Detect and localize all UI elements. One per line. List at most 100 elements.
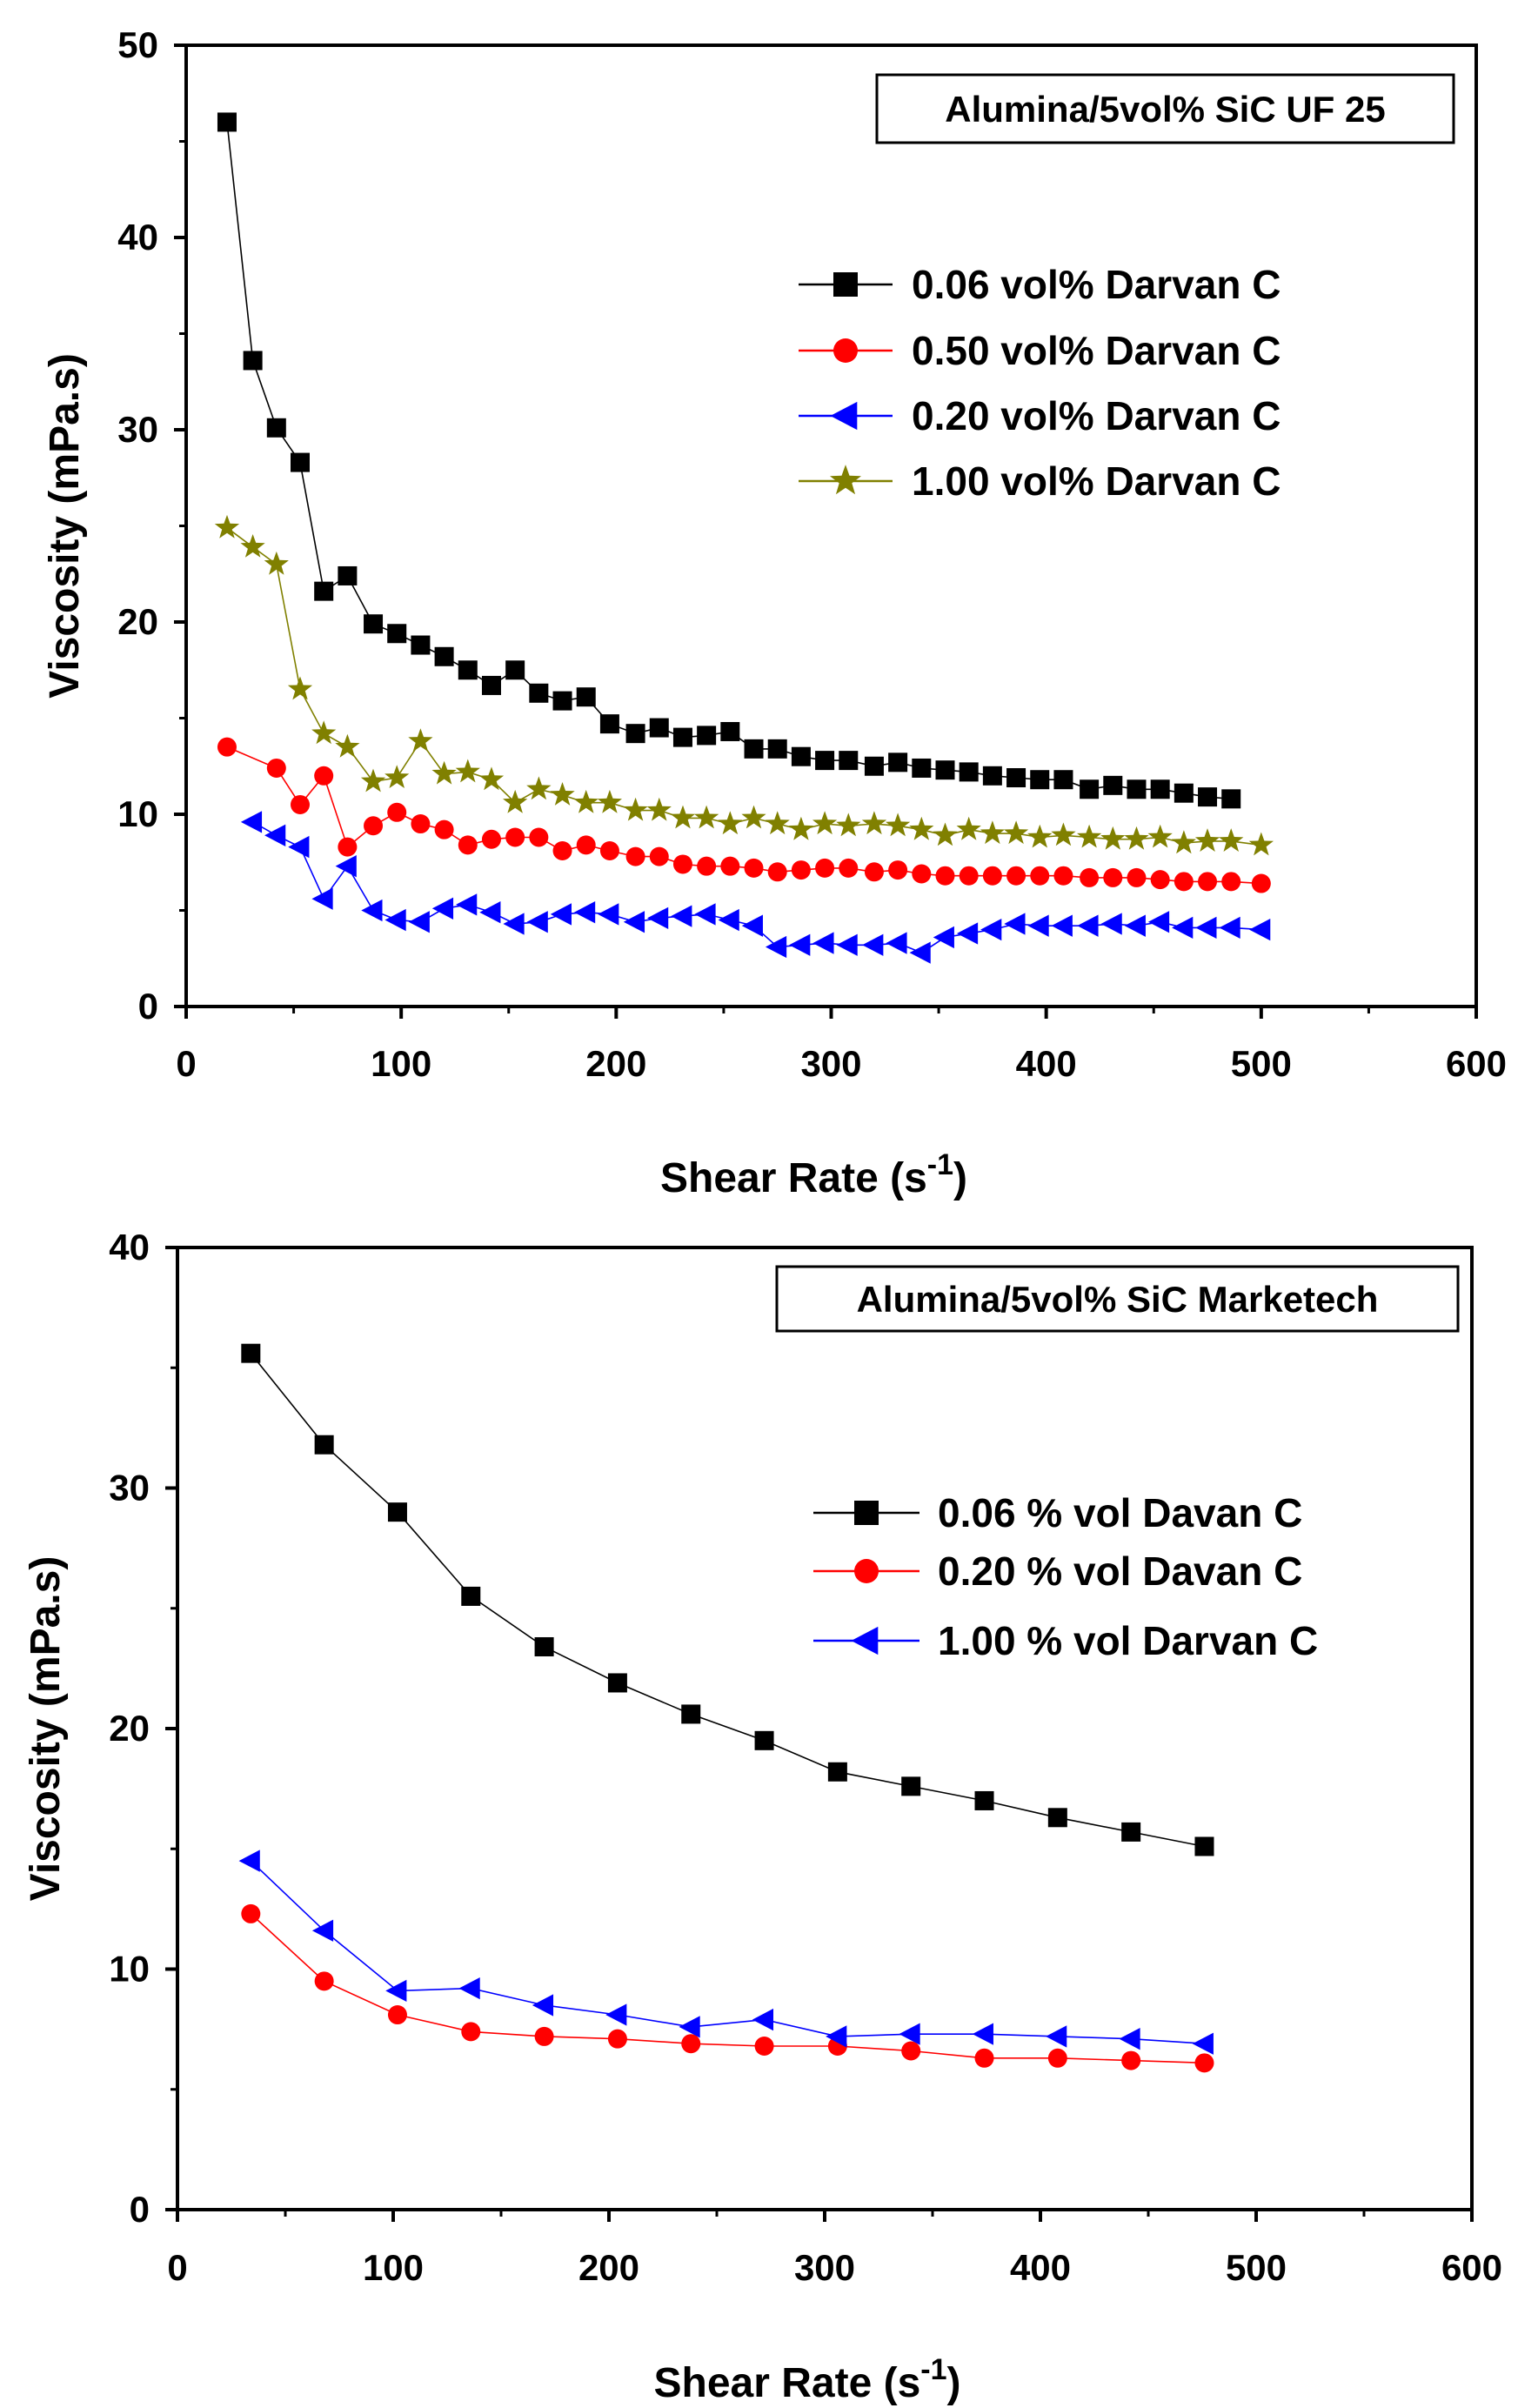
top-legend-label: 0.50 vol% Darvan C [912,328,1281,373]
top-data-point [694,805,719,829]
bottom-data-point [605,2003,627,2026]
bottom-chart-title: Alumina/5vol% SiC Marketech [857,1279,1379,1320]
top-series-line [226,527,1261,846]
top-data-point [360,768,386,793]
top-data-point [264,551,289,575]
top-data-point [912,864,932,884]
bottom-series-line [250,1913,1205,2064]
top-data-point [862,933,884,956]
top-x-tick-label: 0 [176,1043,196,1084]
top-data-point [812,811,838,835]
bottom-data-point [461,2022,481,2042]
bottom-data-point [458,1977,480,2000]
top-data-point [1219,916,1240,940]
top-x-tick-label: 400 [1016,1043,1077,1084]
bottom-data-point [314,1971,334,1991]
bottom-data-point [387,2005,407,2025]
bottom-data-point [679,2016,700,2038]
top-data-point [387,802,407,822]
bottom-data-point [1119,2028,1140,2050]
top-data-point [815,858,835,878]
top-data-point [311,887,333,910]
bottom-x-tick-label: 300 [794,2247,855,2288]
top-x-tick-label: 500 [1231,1043,1292,1084]
top-data-point [479,901,501,924]
bottom-series-line [250,1860,1205,2044]
top-data-point [1077,824,1102,848]
top-series-2 [217,737,1271,893]
top-data-point [1080,867,1100,887]
top-data-point [623,911,645,933]
top-data-point [959,762,979,782]
top-data-point [933,822,958,846]
top-data-point [1198,872,1218,892]
top-series-4 [214,514,1274,856]
bottom-data-point [681,1704,701,1724]
top-data-point [935,760,955,780]
top-data-point [956,816,981,840]
bottom-y-tick-label: 30 [109,1468,150,1508]
top-legend-label: 0.20 vol% Darvan C [912,393,1281,438]
top-data-point [384,765,410,788]
bottom-title-box [775,1265,1460,1333]
top-data-point [478,766,505,791]
top-data-point [623,797,648,821]
bottom-data-point [974,1790,994,1810]
top-data-point [1077,914,1099,937]
top-data-point [287,676,313,700]
bottom-data-point [974,2048,994,2068]
top-data-point [1124,826,1149,850]
top-data-point [529,683,549,703]
bottom-x-axis-title: Shear Rate (s-1) [653,2353,960,2406]
top-data-point [1006,866,1026,886]
top-data-point [980,918,1002,941]
top-data-point [1080,779,1100,799]
bottom-legend-marker [851,1626,879,1656]
bottom-chart: 0 100 200 300 400 500 600 0 10 20 30 40 Shear Rate (… [23,1227,1502,2406]
top-data-point [1150,779,1170,799]
top-data-point [1053,770,1073,790]
top-data-point [1194,828,1220,852]
top-data-point [720,721,740,741]
top-data-point [741,805,766,829]
top-legend-marker [830,465,861,495]
top-data-point [718,908,739,932]
top-data-point [266,758,286,778]
top-data-point [384,908,406,932]
top-data-point [1150,870,1170,890]
bottom-x-tick-label: 600 [1441,2247,1502,2288]
top-data-point [598,903,619,926]
top-data-point [290,794,310,814]
top-data-point [552,840,572,860]
top-legend-item: 1.00 vol% Darvan C [799,458,1281,504]
bottom-data-point [752,2008,774,2031]
top-data-point [886,932,907,954]
top-data-point [411,635,431,655]
top-data-point [505,660,525,680]
top-data-point [597,789,622,813]
top-data-point [264,824,286,846]
top-data-point [311,720,337,745]
top-data-point [909,941,931,964]
top-y-tick-label: 0 [138,986,158,1027]
top-data-point [408,728,433,752]
top-data-point [411,814,431,834]
top-data-point [1248,832,1274,856]
top-data-point [1051,822,1076,846]
bottom-x-tick-label: 200 [578,2247,639,2288]
top-data-point [573,789,598,813]
bottom-y-axis-title: Viscosity (mPa.s) [23,1556,69,1902]
top-data-point [959,866,979,886]
top-data-point [791,860,811,880]
bottom-legend-item: 0.06 % vol Davan C [813,1490,1302,1535]
top-data-point [741,914,763,937]
top-data-point [1100,826,1126,850]
top-data-point [888,860,908,880]
top-data-point [1127,867,1147,887]
top-data-point [625,846,645,866]
top-data-point [839,751,859,771]
top-y-axis-title: Viscosity (mPa.s) [42,353,88,699]
top-data-point [458,835,478,855]
top-y-tick-label: 10 [117,793,158,834]
